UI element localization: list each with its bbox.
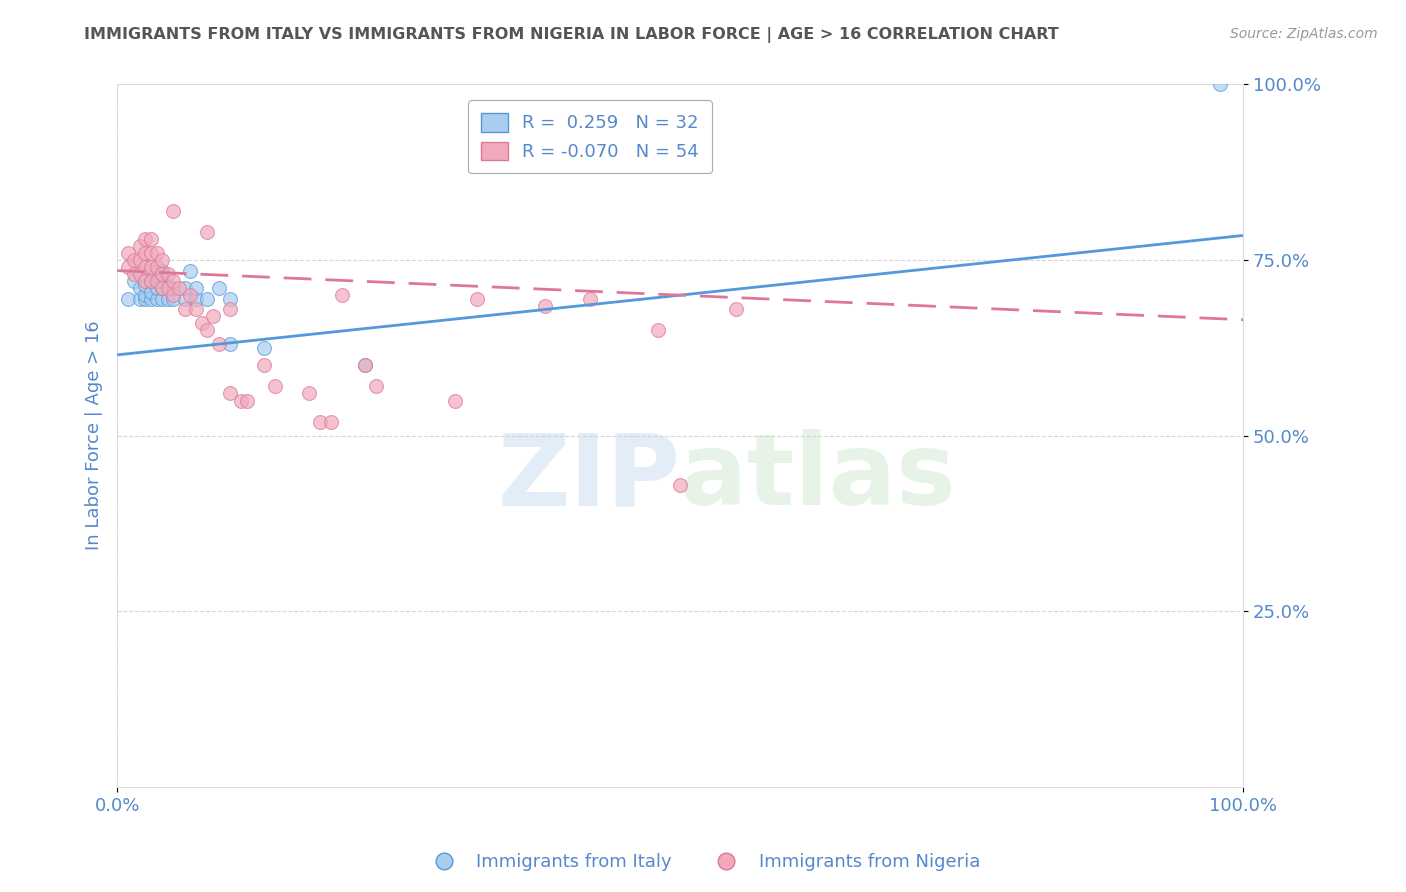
Point <box>252 359 274 373</box>
Point <box>184 292 207 306</box>
Point <box>145 246 167 260</box>
Point <box>218 337 240 351</box>
Point <box>467 292 489 306</box>
Point <box>534 299 557 313</box>
Point <box>128 281 150 295</box>
Point <box>218 302 240 317</box>
Legend: R =  0.259   N = 32, R = -0.070   N = 54: R = 0.259 N = 32, R = -0.070 N = 54 <box>468 101 711 173</box>
Point <box>173 292 195 306</box>
Point <box>122 267 145 281</box>
Point <box>139 274 162 288</box>
Point <box>150 274 173 288</box>
Point <box>150 281 173 295</box>
Point <box>444 393 467 408</box>
Point <box>134 232 156 246</box>
Point <box>647 323 669 337</box>
Point <box>139 263 162 277</box>
Point <box>145 260 167 274</box>
Point <box>263 379 285 393</box>
Point <box>366 379 388 393</box>
Point <box>134 274 156 288</box>
Point <box>297 386 319 401</box>
Point <box>167 281 190 295</box>
Point <box>145 281 167 295</box>
Point <box>150 281 173 295</box>
Point <box>252 341 274 355</box>
Point <box>139 285 162 299</box>
Point <box>145 274 167 288</box>
Point <box>184 302 207 317</box>
Point <box>725 302 748 317</box>
Point <box>156 292 179 306</box>
Point <box>354 359 377 373</box>
Point <box>156 281 179 295</box>
Point <box>122 274 145 288</box>
Point <box>139 246 162 260</box>
Point <box>122 253 145 268</box>
Point <box>235 393 257 408</box>
Point <box>190 316 212 330</box>
Point <box>139 292 162 306</box>
Point <box>134 288 156 302</box>
Text: ZIP: ZIP <box>498 429 681 526</box>
Point <box>156 267 179 281</box>
Point <box>201 310 224 324</box>
Point <box>218 386 240 401</box>
Point <box>319 415 342 429</box>
Point <box>162 274 184 288</box>
Point <box>150 263 173 277</box>
Point <box>195 292 218 306</box>
Point <box>134 246 156 260</box>
Point <box>150 292 173 306</box>
Point <box>218 292 240 306</box>
Point <box>128 292 150 306</box>
Point <box>117 292 139 306</box>
Y-axis label: In Labor Force | Age > 16: In Labor Force | Age > 16 <box>86 321 103 550</box>
Point <box>184 281 207 295</box>
Point <box>179 263 201 277</box>
Point <box>139 260 162 274</box>
Point <box>150 267 173 281</box>
Point <box>162 292 184 306</box>
Point <box>134 260 156 274</box>
Point <box>117 260 139 274</box>
Point <box>162 288 184 302</box>
Point <box>128 239 150 253</box>
Text: Source: ZipAtlas.com: Source: ZipAtlas.com <box>1230 27 1378 41</box>
Point <box>139 232 162 246</box>
Point <box>128 267 150 281</box>
Point <box>195 225 218 239</box>
Point <box>179 288 201 302</box>
Point <box>128 253 150 268</box>
Point <box>134 277 156 292</box>
Point <box>308 415 330 429</box>
Point <box>579 292 602 306</box>
Point <box>150 253 173 268</box>
Legend: Immigrants from Italy, Immigrants from Nigeria: Immigrants from Italy, Immigrants from N… <box>419 847 987 879</box>
Point <box>134 292 156 306</box>
Point <box>669 478 692 492</box>
Text: atlas: atlas <box>681 429 956 526</box>
Point <box>1209 78 1232 92</box>
Point <box>139 274 162 288</box>
Point <box>330 288 353 302</box>
Point <box>117 246 139 260</box>
Point <box>195 323 218 337</box>
Point <box>207 337 229 351</box>
Point <box>173 281 195 295</box>
Point <box>354 359 377 373</box>
Point <box>162 203 184 218</box>
Point <box>207 281 229 295</box>
Point <box>162 281 184 295</box>
Point <box>173 302 195 317</box>
Text: IMMIGRANTS FROM ITALY VS IMMIGRANTS FROM NIGERIA IN LABOR FORCE | AGE > 16 CORRE: IMMIGRANTS FROM ITALY VS IMMIGRANTS FROM… <box>84 27 1059 43</box>
Point <box>229 393 252 408</box>
Point <box>145 292 167 306</box>
